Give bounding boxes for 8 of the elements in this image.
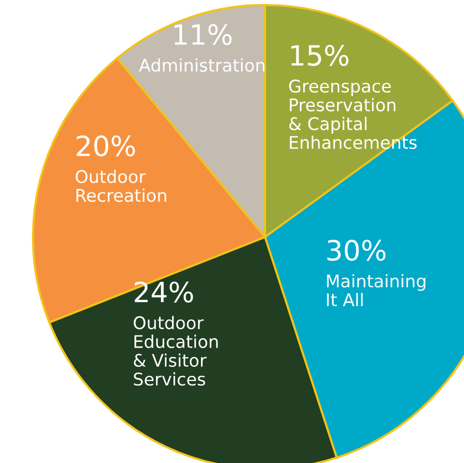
- slice-label: Outdoor Recreation: [76, 170, 166, 202]
- data-label: 11%: [174, 24, 232, 46]
- data-label: 15%: [291, 44, 348, 66]
- data-label: 20%: [76, 135, 135, 156]
- slice-label: Outdoor Education & Visitor Services: [134, 316, 218, 386]
- slice-label: Maintaining It All: [327, 274, 426, 306]
- data-label: 30%: [327, 240, 386, 261]
- data-label: 24%: [134, 282, 193, 303]
